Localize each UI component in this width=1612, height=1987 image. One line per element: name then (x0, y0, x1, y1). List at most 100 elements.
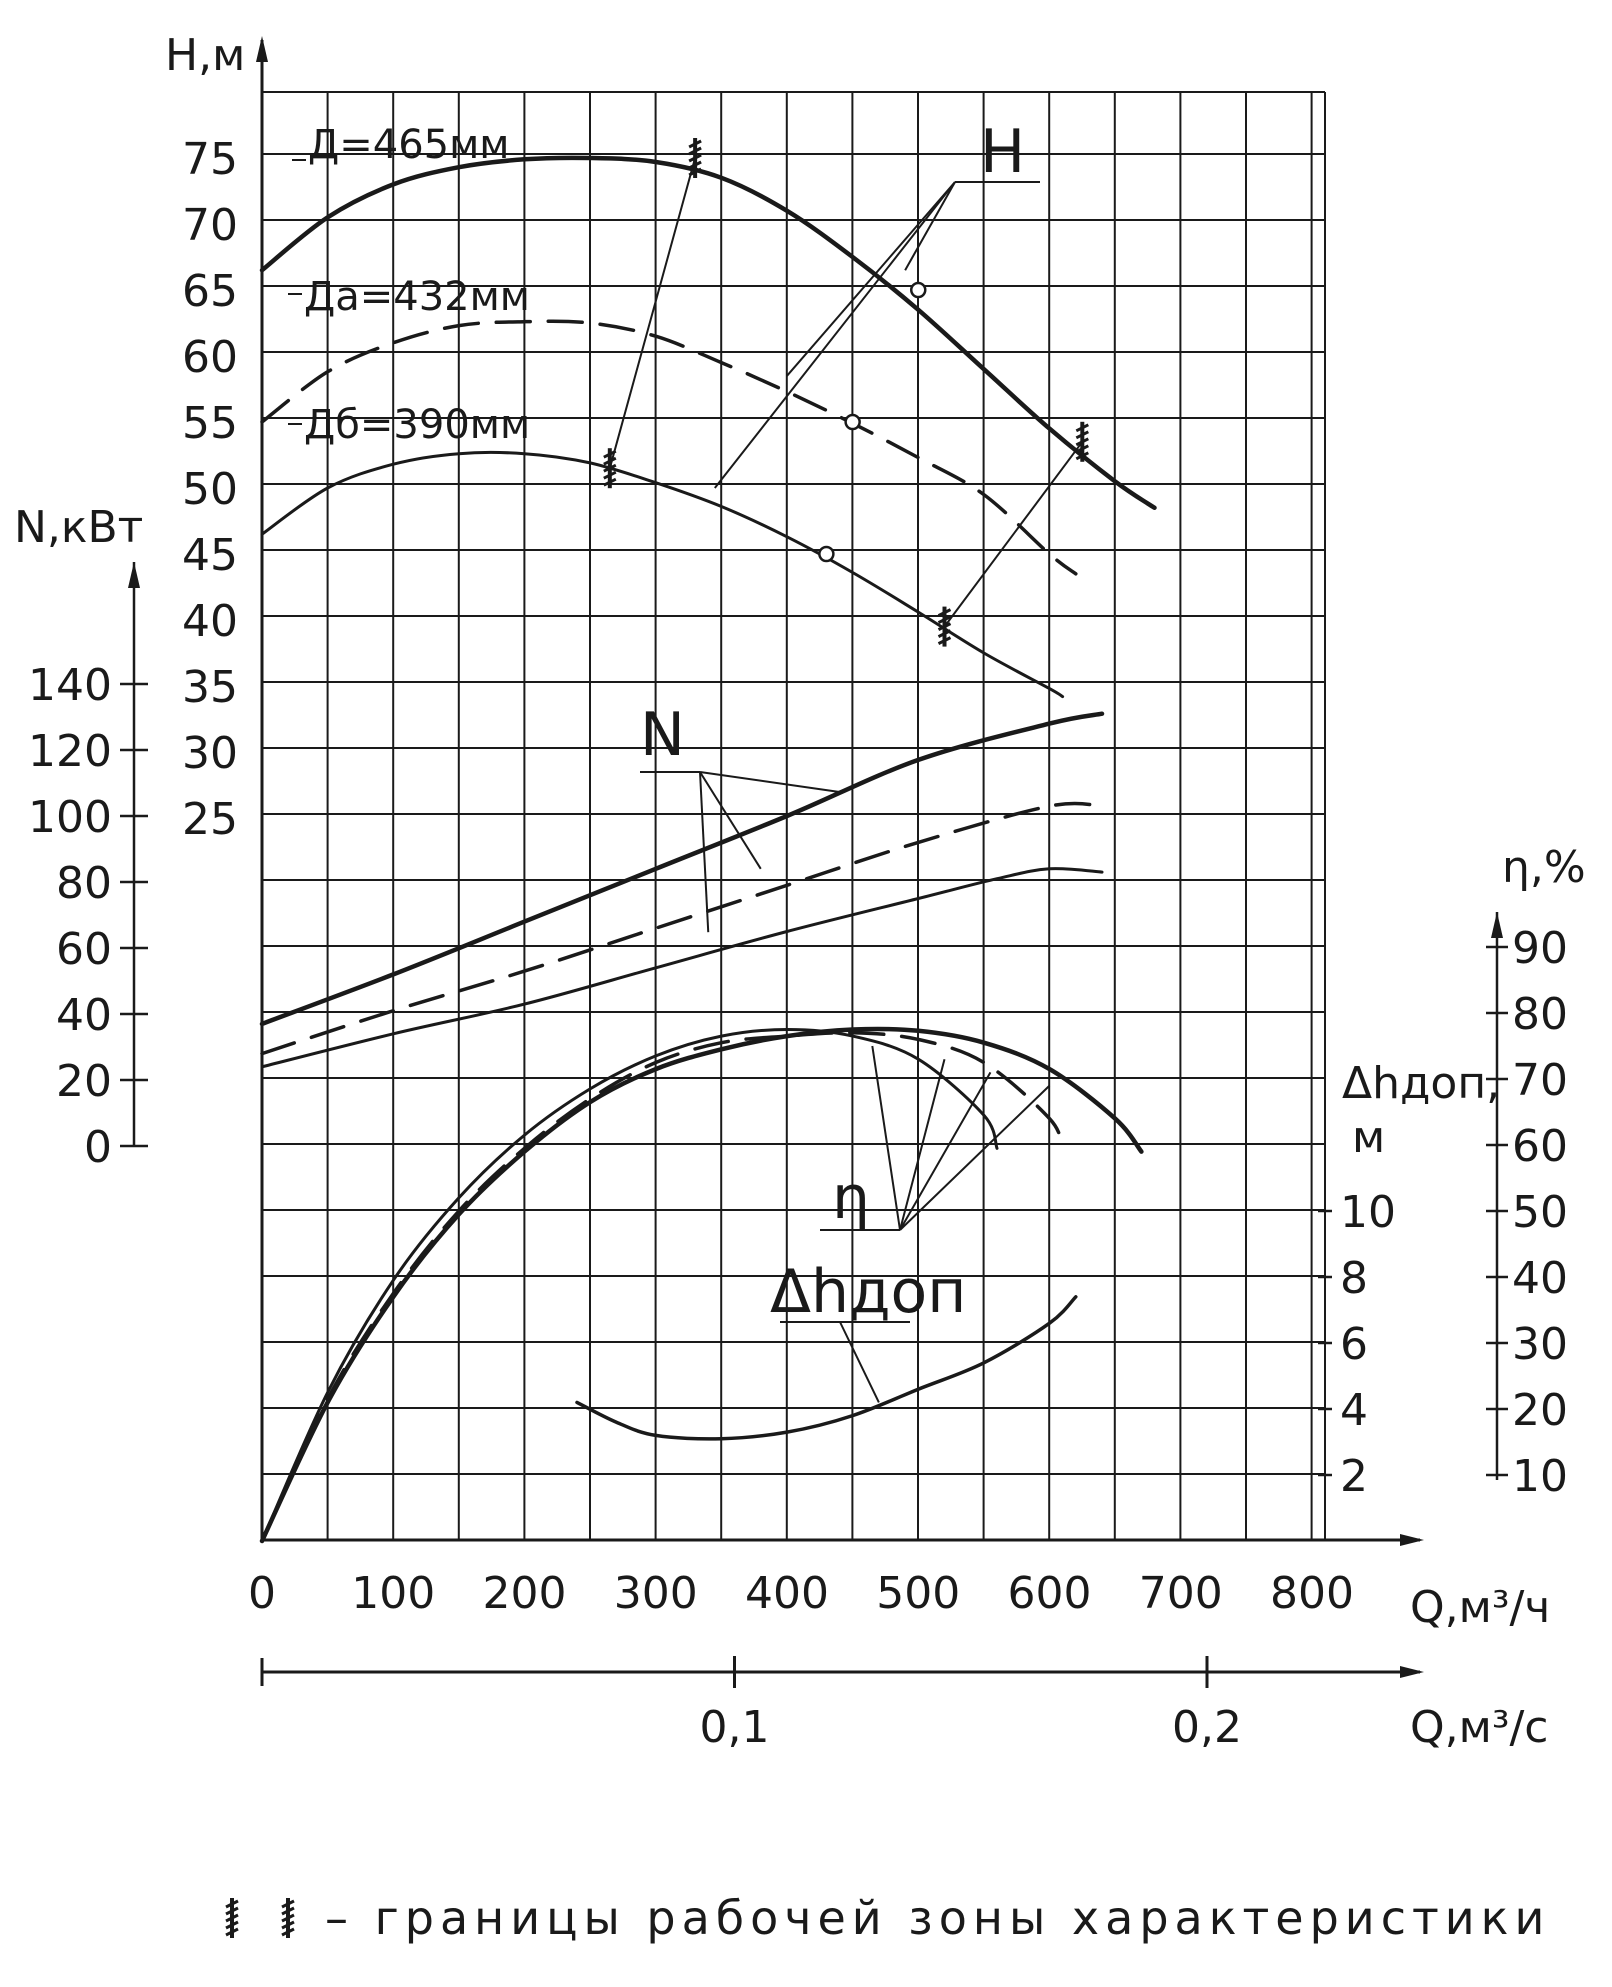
work-zone-line-right (943, 441, 1084, 628)
eta-axis-title: η,% (1502, 842, 1586, 893)
legend: – границы рабочей зоны характеристики (225, 1891, 1550, 1945)
eta-curve-0 (259, 1026, 1144, 1544)
work-zone-mark-hatch (603, 470, 617, 480)
x-tick-label: 600 (1008, 1568, 1092, 1619)
h-tick-label: 35 (182, 662, 238, 713)
leader-line (714, 181, 956, 489)
work-zone-mark-hatch (281, 1927, 295, 1937)
leader-line (899, 1084, 1051, 1231)
dh-tick-label: 8 (1340, 1253, 1368, 1304)
h-axis-title: H,м (165, 30, 245, 81)
dh-tick-label: 2 (1340, 1451, 1368, 1502)
work-zone-mark (281, 1898, 295, 1938)
work-zone-mark-hatch (688, 160, 702, 170)
h-tick-label: 55 (182, 398, 238, 449)
n-curve-2 (260, 867, 1104, 1069)
x-tick-label: 0 (248, 1568, 276, 1619)
work-zone-mark-hatch (225, 1913, 239, 1923)
n-tick-label: 120 (28, 726, 112, 777)
legend-text: – границы рабочей зоны характеристики (325, 1891, 1550, 1945)
work-zone-mark-hatch (937, 608, 952, 617)
impeller-label-432: Дa=432мм (304, 274, 530, 320)
work-zone-mark-hatch (281, 1899, 295, 1909)
eta-tick-label: 10 (1512, 1451, 1568, 1502)
work-zone-mark-hatch (281, 1913, 295, 1923)
curve-label-h: H (980, 117, 1025, 187)
leader-line (699, 771, 710, 933)
operating-point-marker (818, 545, 835, 563)
work-zone-mark (225, 1898, 239, 1938)
eta-tick-label: 40 (1512, 1253, 1568, 1304)
n-tick-label: 140 (28, 660, 112, 711)
leader-line (786, 181, 956, 377)
dh-curve-0 (575, 1295, 1078, 1441)
eta-tick-label: 60 (1512, 1121, 1568, 1172)
work-zone-mark-hatch (688, 146, 702, 156)
q2-axis-arrow (1400, 1666, 1424, 1678)
leader-line (699, 771, 762, 870)
work-zone-mark (937, 606, 952, 647)
impeller-label-390: Дб=390мм (304, 402, 530, 448)
h-curve-0 (259, 155, 1157, 511)
work-zone-mark-hatch (937, 615, 952, 624)
eta-tick-label: 90 (1512, 923, 1568, 974)
x-axis-title: Q,м³/ч (1410, 1582, 1550, 1633)
leader-line (899, 1058, 946, 1231)
operating-point-marker (844, 413, 861, 431)
work-zone-mark-hatch (1075, 451, 1089, 461)
h-curve-2 (260, 450, 1065, 699)
n-axis-arrow (128, 562, 140, 588)
curves (259, 138, 1157, 1544)
dh-axis-title: Δhдоп, (1342, 1058, 1500, 1109)
leader-line (871, 1045, 901, 1231)
h-tick-label: 40 (182, 596, 238, 647)
work-zone-mark-hatch (225, 1906, 239, 1916)
work-zone-mark-hatch (281, 1920, 295, 1930)
leader-line (699, 771, 840, 793)
grid (261, 91, 1326, 1541)
x-tick-label: 700 (1139, 1568, 1223, 1619)
eta-tick-label: 70 (1512, 1055, 1568, 1106)
n-tick-label: 20 (56, 1056, 112, 1107)
leader-line (899, 1071, 992, 1231)
x-tick-label: 800 (1270, 1568, 1354, 1619)
eta-tick-label: 20 (1512, 1385, 1568, 1436)
x-tick-label: 100 (351, 1568, 435, 1619)
h-tick-label: 30 (182, 728, 238, 779)
impeller-label-465: Д=465мм (308, 122, 509, 168)
labels: 0 100 200 300 400 500 600 700 800 Q,м³/ч0,1 0,2 Q,м… (14, 30, 1586, 1945)
n-curve-1 (260, 801, 1104, 1056)
work-zone-mark-hatch (281, 1906, 295, 1916)
n-tick-label: 60 (56, 924, 112, 975)
h-tick-label: 75 (182, 134, 238, 185)
eta-axis-arrow (1491, 912, 1503, 938)
work-zone-mark-hatch (688, 139, 702, 149)
curve-label-dh: Δhдоп (770, 1257, 967, 1327)
x-tick-label: 300 (614, 1568, 698, 1619)
work-zone-mark-hatch (1075, 423, 1089, 433)
x-tick-label: 400 (745, 1568, 829, 1619)
h-tick-label: 70 (182, 200, 238, 251)
eta-curve-1 (260, 1030, 1065, 1543)
work-zone-mark-hatch (603, 477, 617, 487)
operating-point-marker (910, 281, 927, 299)
leader-line (839, 1321, 880, 1403)
work-zone-mark-hatch (225, 1899, 239, 1909)
n-tick-label: 40 (56, 990, 112, 1041)
work-zone-mark-hatch (937, 629, 952, 638)
leader-line (904, 181, 956, 271)
x2-axis-title: Q,м³/с (1410, 1702, 1548, 1753)
eta-tick-label: 80 (1512, 989, 1568, 1040)
curve-label-eta: η (832, 1163, 870, 1233)
work-zone-mark-hatch (603, 456, 617, 466)
axes (120, 36, 1508, 1688)
work-zone-mark-hatch (225, 1920, 239, 1930)
h-tick-label: 50 (182, 464, 238, 515)
n-axis-title: N,кВт (14, 502, 143, 553)
work-zone-line-left (608, 157, 697, 469)
h-tick-label: 25 (182, 794, 238, 845)
dh-tick-label: 10 (1340, 1187, 1396, 1238)
work-zone-mark-hatch (225, 1927, 239, 1937)
eta-tick-label: 30 (1512, 1319, 1568, 1370)
